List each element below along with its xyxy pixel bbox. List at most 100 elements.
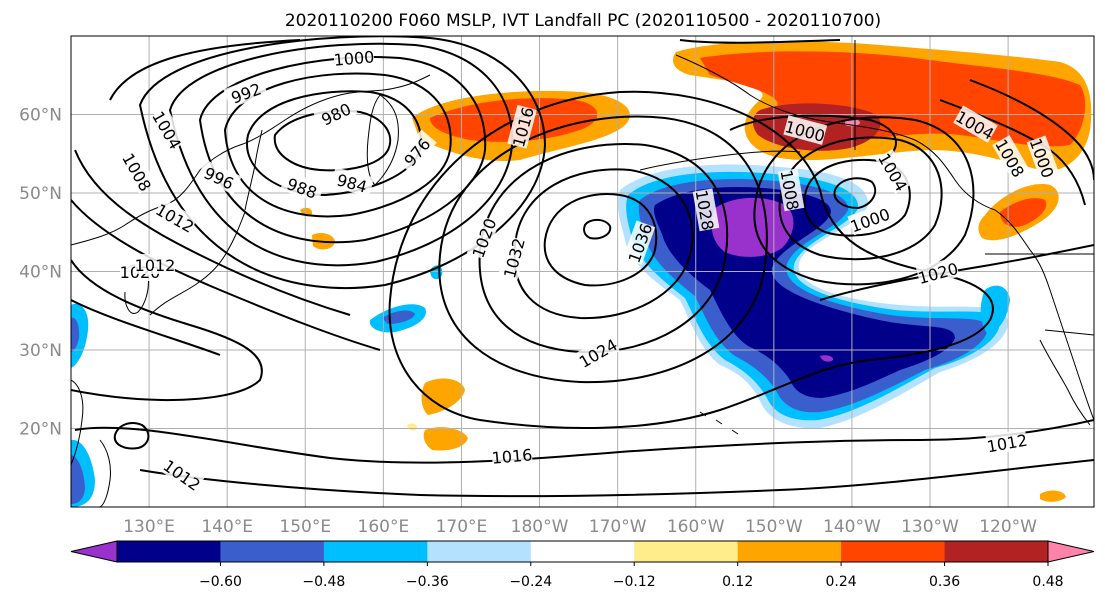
lon-tick-label: 140°E [201,517,253,537]
colorbar-tick-label: −0.12 [613,574,656,590]
colorbar-tick-label: 0.12 [722,574,753,590]
border-us-mexico [1044,329,1094,336]
colorbar-swatch [117,541,221,562]
lat-tick-label: 60°N [19,106,62,126]
colorbar-tick-label: −0.36 [406,574,449,590]
colorbar-extend-high [1047,540,1095,563]
lat-tick-label: 40°N [19,263,62,283]
contour-1020-east [819,244,1094,301]
contour-west-1020 [71,299,221,356]
contour-high-1036 [543,193,658,287]
lon-tick-label: 160°W [667,517,725,537]
contour-north-1008 [679,39,841,44]
lon-tick-label: 170°W [589,517,647,537]
colorbar-tick-label: −0.60 [199,574,242,590]
shade-positive-subtropic-3 [1040,490,1066,502]
contour-east-1008 [969,79,1094,181]
contour-label: 992 [223,75,268,109]
contour-high-1028 [478,143,729,354]
ivt-shading-negative [71,164,1010,507]
map-panel: 1000992980976984988996100410081012102010… [71,36,1094,507]
colorbar-tick-label: 0.36 [929,574,960,590]
contour-low2-1004 [803,158,911,237]
lat-tick-label: 50°N [19,184,62,204]
coast-asia-east [71,74,431,246]
colorbar-tick-label: 0.48 [1032,574,1063,590]
contour-low-5 [168,42,514,267]
contour-label-text: 1000 [333,47,375,69]
coast-north-america-west [994,209,1094,421]
contour-high-1024 [438,115,768,384]
coast-china-south [71,379,84,466]
contour-1012-south [139,459,1094,498]
contour-west-1004 [109,39,301,101]
contour-west-1008 [74,149,351,316]
latitude-labels: 60°N 50°N 40°N 30°N 20°N [19,106,62,440]
mslp-contours [71,36,1094,498]
shade-negative-west-edge-core [71,317,80,352]
longitude-labels: 130°E 140°E 150°E 160°E 170°E 180°W 170°W 160°W… [123,517,1037,537]
coastlines [71,40,1094,507]
lon-tick-label: 160°E [358,517,410,537]
contour-1016-south [74,419,1094,464]
colorbar: −0.60 −0.48 −0.36 −0.24 −0.12 0.12 0.24 0.36 0.4… [70,540,1095,590]
lon-tick-label: 180°W [511,517,569,537]
coast-aleutians [639,150,801,171]
contour-label-text: 1012 [135,256,176,275]
colorbar-extend-low [70,540,118,563]
contour-west-1012 [71,199,381,351]
contour-low-4 [198,56,487,244]
colorbar-tick-label: −0.48 [302,574,345,590]
lon-tick-label: 170°E [436,517,488,537]
lon-tick-label: 150°E [279,517,331,537]
colorbar-swatch [220,541,325,562]
contour-low-3 [223,72,452,218]
contour-label: 1016 [491,443,533,468]
contour-low2-inner [833,177,877,210]
contour-label: 988 [280,170,325,204]
contour-south-west-loop [113,422,150,450]
shade-negative-speck [820,355,834,362]
contour-west-1016 [71,259,263,401]
map-frame [70,35,1095,508]
coast-mexico [1039,339,1091,426]
shade-positive-subtropic-2 [423,427,468,451]
coast-philippines [99,439,111,507]
lat-tick-label: 30°N [19,341,62,361]
contour-label: 1016 [507,104,538,149]
colorbar-swatch [944,541,1049,562]
colorbar-swatch [634,541,739,562]
figure-title: 2020110200 F060 MSLP, IVT Landfall PC (2… [285,11,881,31]
contour-label-text: 1016 [491,445,533,467]
colorbar-swatch [323,541,428,562]
contour-high-inner [583,218,612,240]
coast-sakhalin [244,129,263,211]
colorbar-tick-label: −0.24 [509,574,552,590]
shade-positive-subtropic-1 [421,378,465,415]
lon-tick-label: 130°E [123,517,175,537]
contour-low2-1008 [778,136,943,261]
shade-positive-bc-coast-core [1000,198,1047,227]
coast-japan [149,211,246,316]
shade-negative-core [711,197,794,257]
shade-negative-southwest-core [71,455,85,504]
lon-tick-label: 120°W [979,517,1037,537]
lat-tick-label: 20°N [19,420,62,440]
colorbar-frame [116,540,1049,563]
contour-label: 1000 [333,45,375,70]
coast-alaska [675,54,996,211]
contour-label: 1012 [135,254,176,275]
contour-low-6 [138,36,547,290]
lon-tick-label: 150°W [745,517,803,537]
colorbar-swatch [427,541,532,562]
colorbar-swatch [841,541,946,562]
contour-north-1000 [729,114,897,163]
contour-high-1032 [513,168,694,320]
contour-high-1020 [388,90,994,430]
colorbar-swatch [737,541,842,562]
colorbar-swatch [530,541,635,562]
colorbar-tick-label: 0.24 [826,574,857,590]
lon-tick-label: 140°W [823,517,881,537]
